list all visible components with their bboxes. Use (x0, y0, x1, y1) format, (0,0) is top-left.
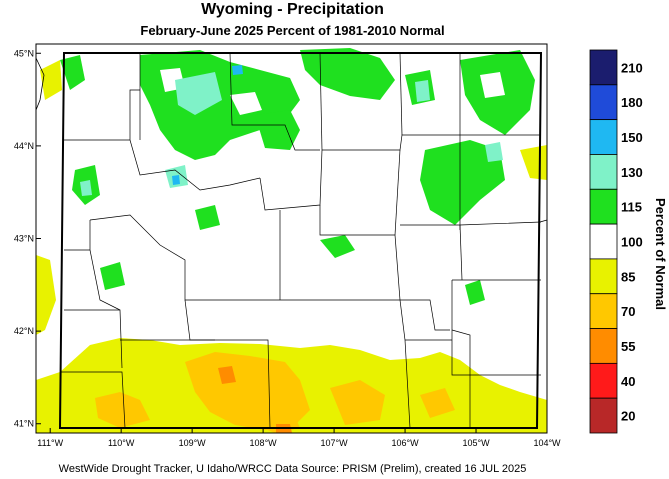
colorbar-swatch (589, 154, 618, 190)
colorbar-swatch (589, 49, 618, 86)
colorbar-swatch (589, 258, 618, 295)
colorbar-swatch (589, 188, 618, 225)
colorbar-label: 20 (621, 409, 635, 424)
map-subtitle: February-June 2025 Percent of 1981-2010 … (140, 23, 445, 38)
lat-tick-label: 43°N (14, 234, 34, 244)
colorbar-label: 100 (621, 235, 643, 250)
colorbar-swatch (589, 223, 618, 260)
colorbar-label: 210 (621, 60, 643, 75)
lat-tick-label: 45°N (14, 48, 34, 58)
axis-ticks: 111°W 110°W 109°W 108°W 107°W 106°W 105°W 104°W… (14, 48, 561, 448)
colorbar-swatch (589, 119, 618, 155)
colorbar-label: 70 (621, 304, 635, 319)
lon-tick-label: 110°W (108, 438, 135, 448)
lon-tick-label: 104°W (533, 438, 561, 448)
lon-tick-label: 105°W (462, 438, 490, 448)
lon-tick-label: 111°W (37, 438, 63, 448)
lat-tick-label: 44°N (14, 141, 34, 151)
lon-tick-label: 107°W (321, 438, 349, 448)
credit-line: WestWide Drought Tracker, U Idaho/WRCC D… (58, 463, 527, 475)
lat-tick-label: 42°N (14, 326, 34, 336)
colorbar-label: 85 (621, 269, 635, 284)
lon-tick-label: 108°W (250, 438, 278, 448)
colorbar-title: Percent of Normal (653, 198, 668, 310)
colorbar-swatch (589, 293, 618, 329)
colorbar-swatch (589, 397, 618, 434)
colorbar-label: 55 (621, 339, 635, 354)
colorbar-swatch (589, 328, 618, 364)
colorbar-label: 180 (621, 95, 643, 110)
colorbar-swatch (589, 84, 618, 121)
precip-field (36, 48, 547, 433)
colorbar-label: 150 (621, 130, 643, 145)
colorbar-swatch (589, 362, 618, 399)
lon-tick-label: 109°W (179, 438, 207, 448)
colorbar-label: 130 (621, 165, 643, 180)
map-title: Wyoming - Precipitation (201, 1, 384, 18)
lat-tick-label: 41°N (14, 419, 34, 429)
colorbar-label: 115 (621, 200, 642, 215)
colorbar: 210 180 150 130 115 100 85 70 55 40 20 (589, 49, 643, 434)
state-boundary (58, 52, 543, 429)
county-boundaries (60, 52, 542, 429)
colorbar-label: 40 (621, 374, 635, 389)
lon-tick-label: 106°W (391, 438, 419, 448)
